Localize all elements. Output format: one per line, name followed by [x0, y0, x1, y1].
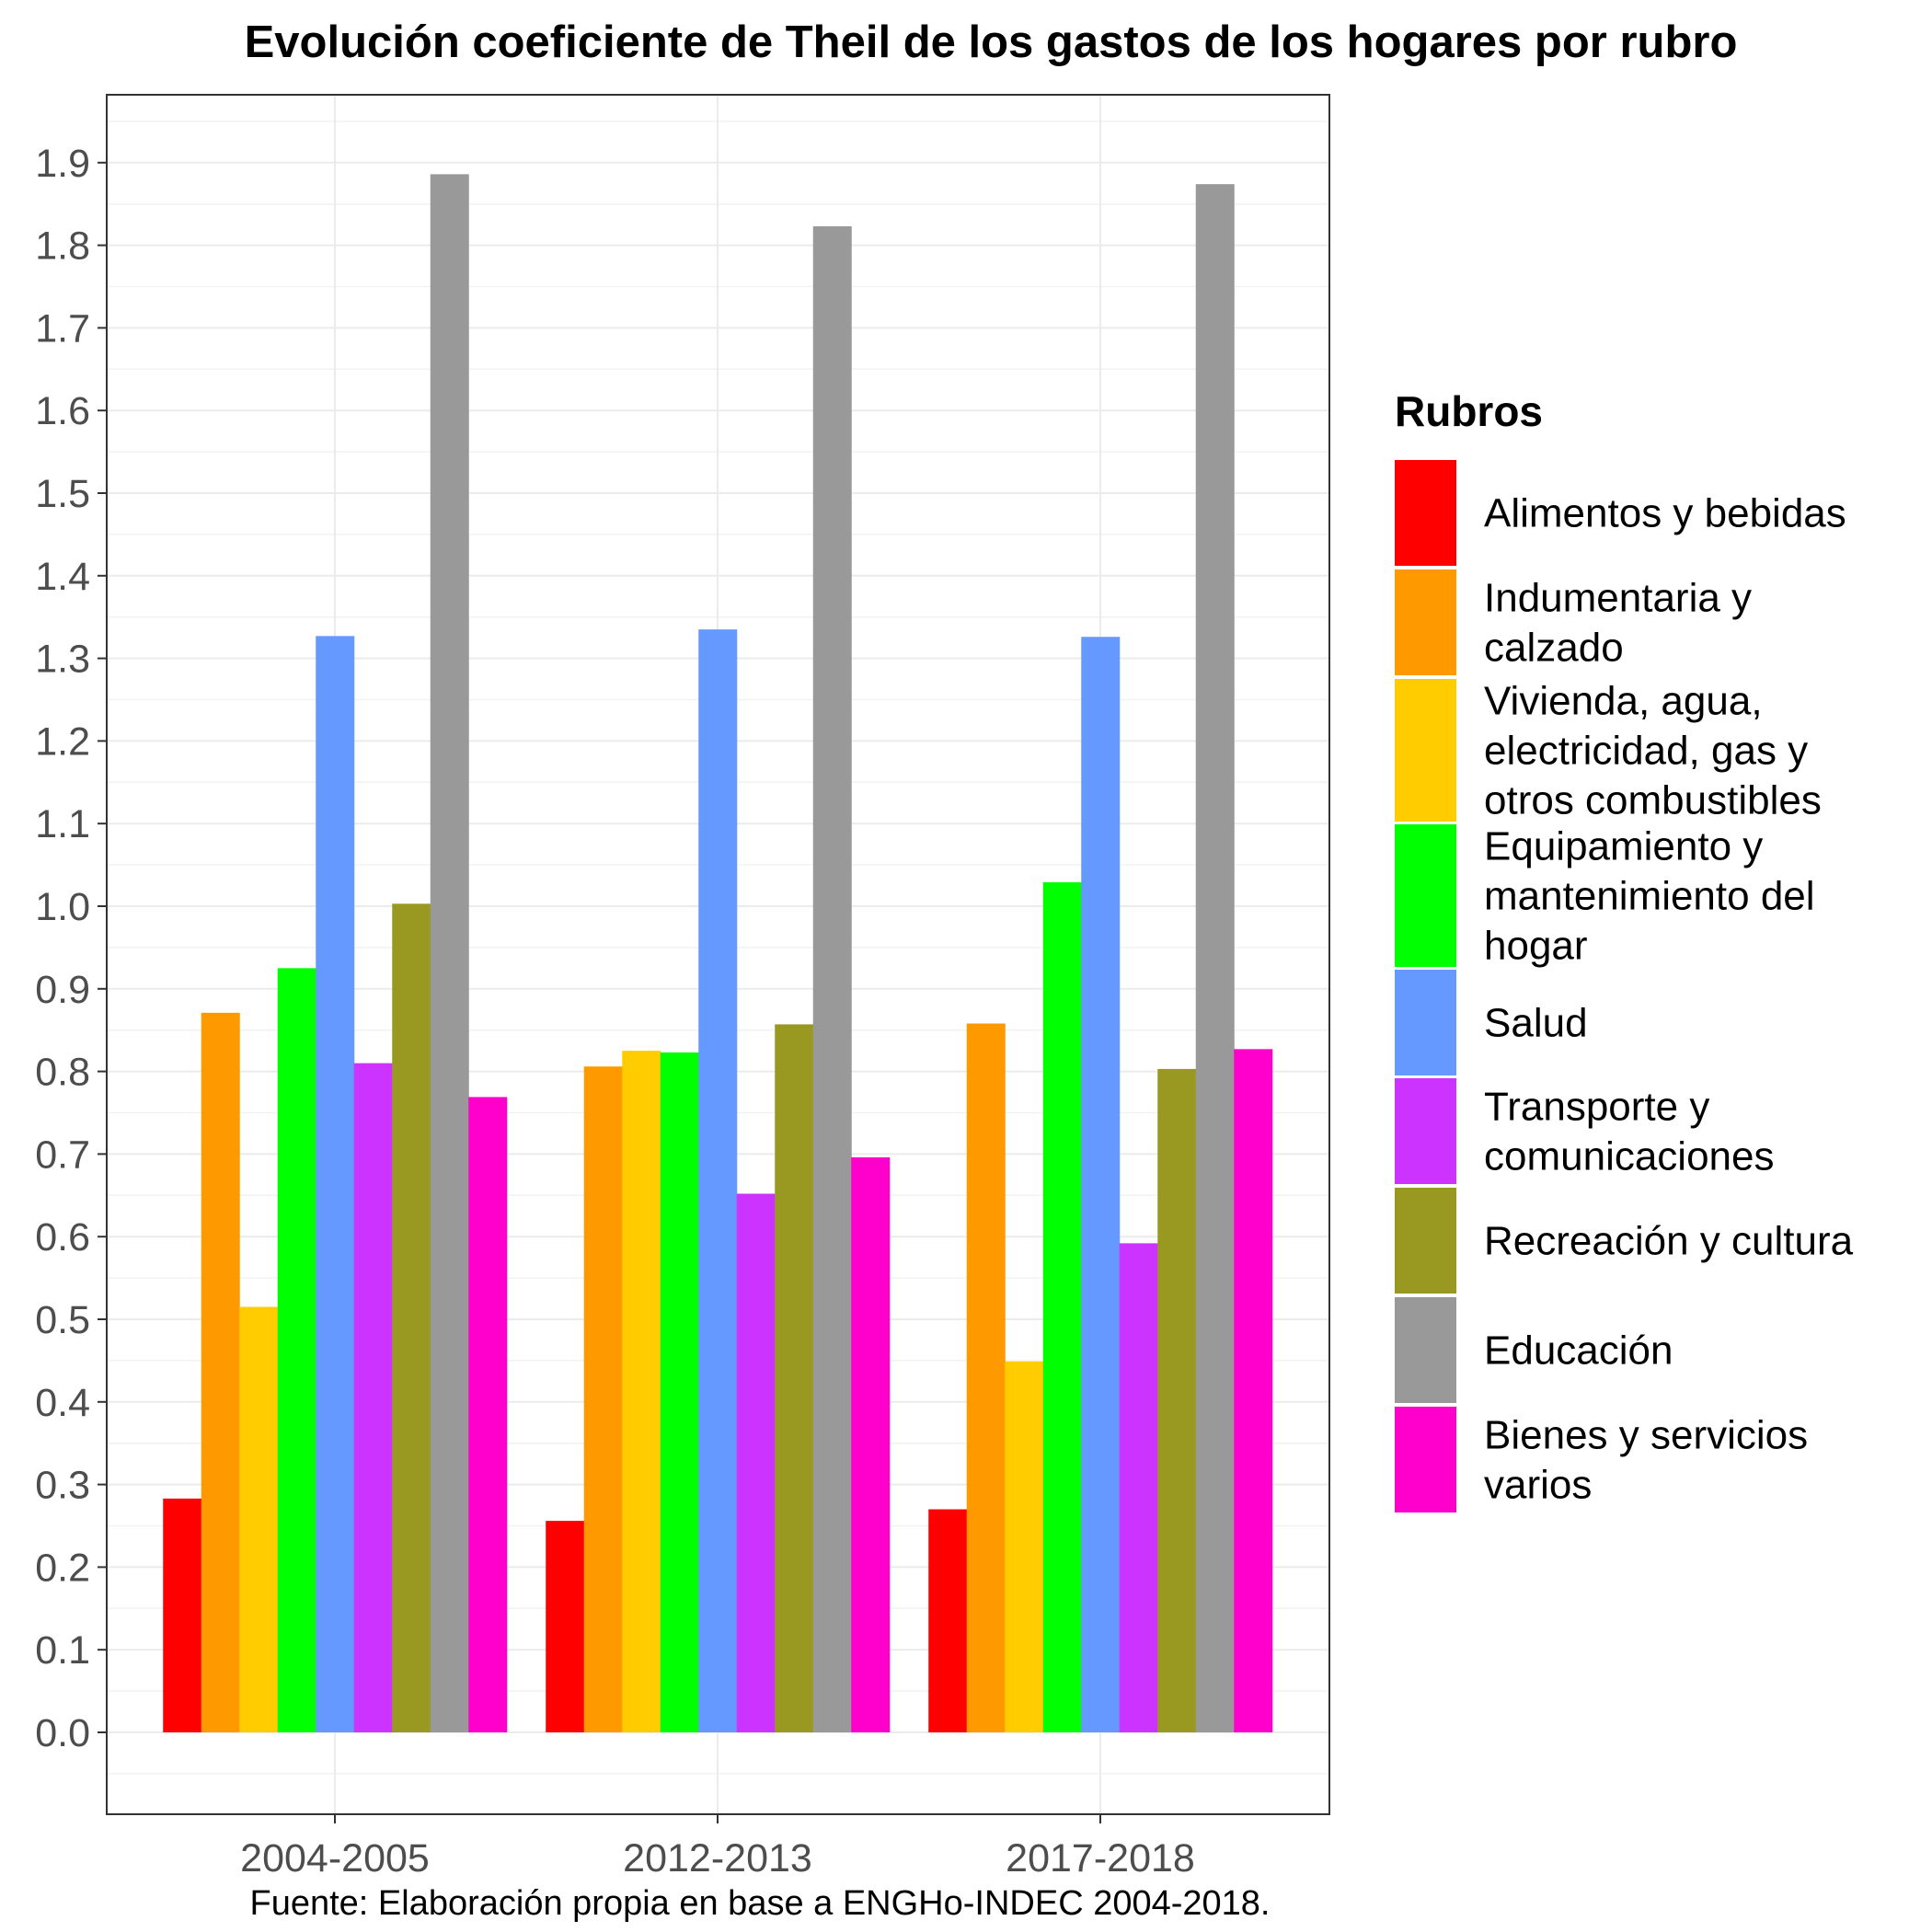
bar-1-2017-2018 — [928, 1509, 968, 1732]
bar-5-2017-2018 — [1081, 637, 1121, 1733]
bar-6-2017-2018 — [1119, 1243, 1158, 1732]
bar-9-2017-2018 — [1234, 1049, 1273, 1732]
bar-4-2004-2005 — [277, 968, 316, 1732]
y-tick-label: 1.7 — [35, 306, 90, 351]
y-tick-label: 0.2 — [35, 1546, 90, 1590]
y-tick-label: 1.8 — [35, 224, 90, 269]
y-tick-label: 1.9 — [35, 142, 90, 186]
legend-key-9 — [1395, 1407, 1456, 1512]
bar-8-2017-2018 — [1195, 184, 1235, 1733]
bar-3-2017-2018 — [1005, 1361, 1044, 1732]
caption: Fuente: Elaboración propia en base a ENG… — [250, 1884, 1271, 1923]
bar-7-2004-2005 — [392, 903, 431, 1732]
legend-key-5 — [1395, 970, 1456, 1075]
legend-label-4: Equipamiento y mantenimiento del hogar — [1484, 824, 1815, 969]
legend-key-2 — [1395, 569, 1456, 675]
y-tick-label: 1.1 — [35, 802, 90, 846]
bar-2-2017-2018 — [966, 1023, 1006, 1732]
legend-label-2: Indumentaria y calzado — [1484, 576, 1752, 671]
bar-6-2004-2005 — [353, 1063, 393, 1732]
legend: Rubros Alimentos y bebidas Indumentaria y… — [1395, 387, 1854, 1512]
x-axis: 2004-2005 2012-2013 2017-2018 — [240, 1814, 1195, 1880]
y-tick-label: 0.5 — [35, 1298, 90, 1342]
legend-label-1: Alimentos y bebidas — [1484, 491, 1846, 536]
y-tick-label: 0.1 — [35, 1628, 90, 1673]
bar-7-2012-2013 — [775, 1024, 814, 1732]
legend-key-8 — [1395, 1297, 1456, 1403]
bar-8-2012-2013 — [812, 225, 852, 1732]
legend-key-6 — [1395, 1078, 1456, 1184]
y-tick-label: 0.0 — [35, 1711, 90, 1755]
y-tick-label: 0.6 — [35, 1215, 90, 1259]
bar-6-2012-2013 — [736, 1193, 776, 1732]
y-tick-label: 1.3 — [35, 638, 90, 682]
chart-title: Evolución coeficiente de Theil de los ga… — [245, 17, 1738, 67]
legend-label-7: Recreación y cultura — [1484, 1219, 1854, 1264]
y-tick-label: 1.4 — [35, 555, 90, 599]
y-tick-label: 0.4 — [35, 1381, 90, 1425]
y-tick-label: 0.7 — [35, 1133, 90, 1177]
y-tick-label: 1.0 — [35, 885, 90, 929]
legend-key-7 — [1395, 1188, 1456, 1294]
bar-1-2012-2013 — [546, 1521, 585, 1732]
y-tick-label: 1.6 — [35, 389, 90, 433]
bar-2-2004-2005 — [201, 1012, 240, 1732]
y-tick-label: 0.8 — [35, 1051, 90, 1095]
y-tick-label: 1.2 — [35, 719, 90, 764]
y-axis: 0.0 0.1 0.2 0.3 0.4 0.5 0.6 0.7 0.8 0.9 1.0 1.1 1.2 1… — [35, 142, 107, 1755]
y-tick-label: 0.9 — [35, 968, 90, 1012]
bar-1-2004-2005 — [163, 1498, 202, 1732]
bar-8-2004-2005 — [430, 174, 469, 1733]
legend-label-8: Educación — [1484, 1328, 1673, 1374]
bar-3-2012-2013 — [622, 1051, 661, 1732]
legend-label-6: Transporte y comunicaciones — [1484, 1085, 1775, 1179]
bar-9-2012-2013 — [851, 1156, 891, 1732]
legend-key-1 — [1395, 460, 1456, 566]
bar-5-2004-2005 — [316, 636, 355, 1732]
x-tick-label: 2017-2018 — [1006, 1836, 1195, 1880]
bars — [163, 174, 1273, 1733]
bar-2-2012-2013 — [583, 1066, 623, 1732]
bar-4-2012-2013 — [660, 1052, 699, 1732]
y-tick-label: 0.3 — [35, 1464, 90, 1508]
x-tick-label: 2004-2005 — [240, 1836, 430, 1880]
bar-3-2004-2005 — [239, 1306, 279, 1732]
bar-4-2017-2018 — [1042, 881, 1082, 1732]
legend-key-3 — [1395, 679, 1456, 822]
y-tick-label: 1.5 — [35, 472, 90, 516]
legend-key-4 — [1395, 824, 1456, 967]
legend-title: Rubros — [1395, 387, 1543, 435]
legend-label-5: Salud — [1484, 1001, 1588, 1046]
bar-7-2017-2018 — [1157, 1068, 1197, 1732]
legend-label-3: Vivienda, agua, electricidad, gas y otros … — [1484, 679, 1822, 823]
bar-5-2012-2013 — [698, 629, 738, 1733]
legend-label-9: Bienes y servicios varios — [1484, 1413, 1808, 1508]
x-tick-label: 2012-2013 — [623, 1836, 812, 1880]
bar-9-2004-2005 — [468, 1097, 508, 1732]
